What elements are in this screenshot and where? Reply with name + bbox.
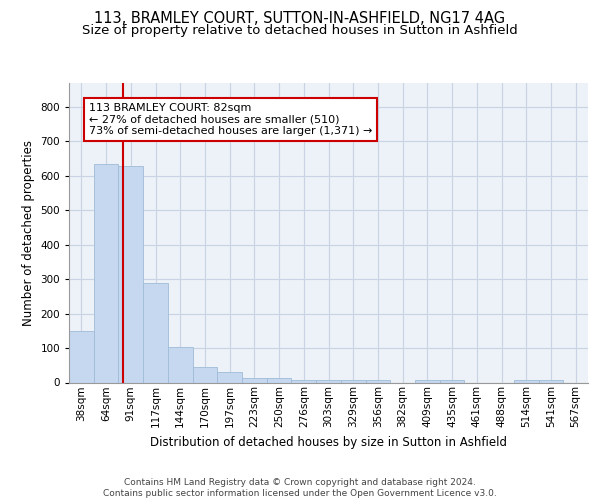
Bar — [217, 372, 242, 382]
Y-axis label: Number of detached properties: Number of detached properties — [22, 140, 35, 326]
Bar — [316, 380, 341, 382]
X-axis label: Distribution of detached houses by size in Sutton in Ashfield: Distribution of detached houses by size … — [150, 436, 507, 448]
Bar — [193, 366, 217, 382]
Bar — [440, 380, 464, 382]
Bar — [415, 380, 440, 382]
Bar — [292, 380, 316, 382]
Bar — [267, 378, 292, 382]
Bar — [365, 380, 390, 382]
Text: Contains HM Land Registry data © Crown copyright and database right 2024.
Contai: Contains HM Land Registry data © Crown c… — [103, 478, 497, 498]
Text: 113 BRAMLEY COURT: 82sqm
← 27% of detached houses are smaller (510)
73% of semi-: 113 BRAMLEY COURT: 82sqm ← 27% of detach… — [89, 103, 372, 136]
Bar — [94, 164, 118, 382]
Bar — [341, 380, 365, 382]
Bar — [242, 378, 267, 382]
Text: Size of property relative to detached houses in Sutton in Ashfield: Size of property relative to detached ho… — [82, 24, 518, 37]
Bar — [143, 283, 168, 382]
Bar — [539, 380, 563, 382]
Bar — [168, 347, 193, 382]
Bar — [514, 380, 539, 382]
Bar — [69, 331, 94, 382]
Text: 113, BRAMLEY COURT, SUTTON-IN-ASHFIELD, NG17 4AG: 113, BRAMLEY COURT, SUTTON-IN-ASHFIELD, … — [94, 11, 506, 26]
Bar — [118, 166, 143, 382]
